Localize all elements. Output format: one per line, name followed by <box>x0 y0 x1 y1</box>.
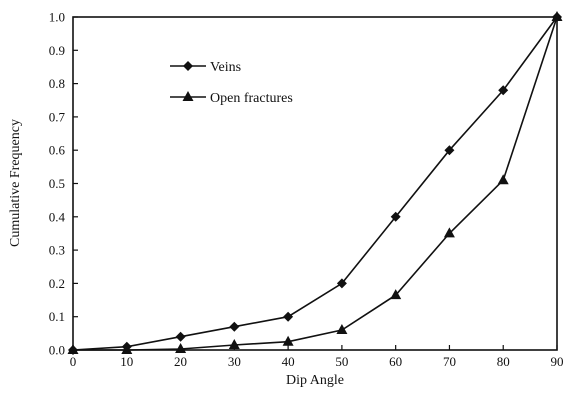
legend-label-open-fractures: Open fractures <box>210 91 293 106</box>
point-veins-70 <box>444 145 455 156</box>
x-tick-label-80: 80 <box>497 354 510 369</box>
x-tick-label-60: 60 <box>389 354 402 369</box>
y-tick-label-3: 0.3 <box>49 243 65 258</box>
y-tick-label-1: 0.1 <box>49 309 65 324</box>
point-open-fractures-90 <box>551 11 563 21</box>
point-open-fractures-20 <box>175 343 187 353</box>
x-axis-ticks: 0 10 20 30 40 50 60 70 80 90 <box>70 345 564 369</box>
legend-item-veins: Veins <box>170 60 241 75</box>
point-open-fractures-30 <box>228 339 240 349</box>
x-tick-label-70: 70 <box>443 354 456 369</box>
point-open-fractures-50 <box>336 324 348 334</box>
point-veins-20 <box>175 331 186 342</box>
x-tick-label-10: 10 <box>120 354 133 369</box>
legend: Veins Open fractures <box>170 60 293 106</box>
point-open-fractures-10 <box>121 344 133 354</box>
x-tick-label-50: 50 <box>335 354 348 369</box>
x-tick-label-40: 40 <box>282 354 295 369</box>
x-tick-label-90: 90 <box>551 354 564 369</box>
point-veins-60 <box>390 211 401 222</box>
y-tick-label-10: 1.0 <box>49 10 65 25</box>
series-line-open-fractures <box>73 16 558 351</box>
legend-item-open-fractures: Open fractures <box>170 91 293 106</box>
x-axis-title: Dip Angle <box>286 373 344 388</box>
point-veins-30 <box>229 321 240 332</box>
legend-label-veins: Veins <box>210 60 241 75</box>
y-tick-label-4: 0.4 <box>49 209 66 224</box>
point-open-fractures-0 <box>67 344 79 354</box>
point-open-fractures-40 <box>282 335 294 346</box>
y-tick-label-6: 0.6 <box>49 143 66 158</box>
point-veins-80 <box>498 85 509 96</box>
point-open-fractures-60 <box>390 289 402 300</box>
y-tick-label-7: 0.7 <box>49 109 66 124</box>
point-veins-40 <box>283 311 294 322</box>
x-tick-label-0: 0 <box>70 354 77 369</box>
y-tick-label-2: 0.2 <box>49 276 65 291</box>
x-tick-label-20: 20 <box>174 354 187 369</box>
point-open-fractures-80 <box>497 174 509 185</box>
point-open-fractures-70 <box>443 227 455 238</box>
y-axis-title: Cumulative Frequency <box>8 119 23 247</box>
x-tick-label-30: 30 <box>228 354 241 369</box>
y-tick-label-5: 0.5 <box>49 176 65 191</box>
point-veins-50 <box>336 278 347 289</box>
y-tick-label-9: 0.9 <box>49 43 65 58</box>
series-layer <box>67 11 563 355</box>
legend-marker-veins <box>183 61 193 71</box>
series-line-veins <box>72 16 558 351</box>
y-axis-ticks: 0.0 0.1 0.2 0.3 0.4 0.5 0.6 0.7 0.8 0.9 1.0 <box>49 10 78 358</box>
y-tick-label-0: 0.0 <box>49 343 65 358</box>
y-tick-label-8: 0.8 <box>49 76 65 91</box>
legend-marker-open-fractures <box>182 91 194 101</box>
